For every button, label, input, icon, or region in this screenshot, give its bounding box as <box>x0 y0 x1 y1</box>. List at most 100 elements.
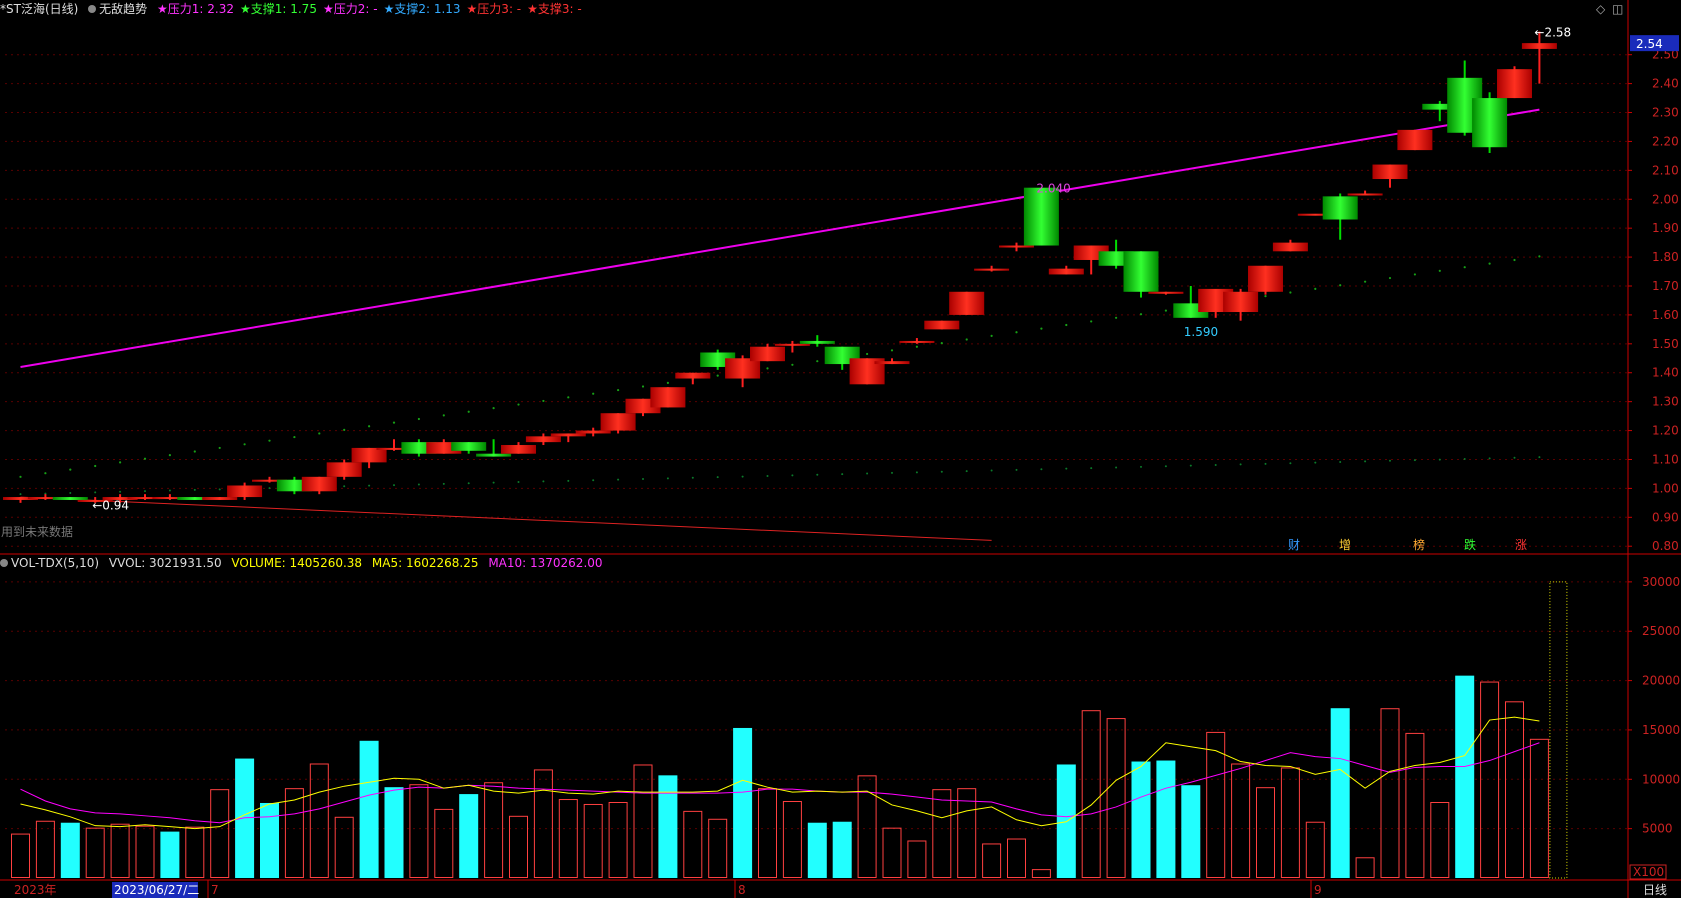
candle-down <box>1422 103 1458 110</box>
volume-indicator-name[interactable]: VOL-TDX(5,10) <box>11 556 100 570</box>
volume-bar-up <box>509 815 528 879</box>
support-dot <box>144 490 146 493</box>
channel-dot <box>293 435 296 439</box>
support-dot <box>567 479 570 482</box>
stock-name[interactable]: *ST泛海 <box>0 2 45 16</box>
channel-dot <box>592 392 595 395</box>
support-dot <box>965 470 968 473</box>
price-chart-header: *ST泛海(日线) 无敌趋势 ★压力1: 2.32 ★支撑1: 1.75 ★压力2:… <box>0 0 1620 18</box>
volume-bar-up <box>11 833 30 878</box>
month-label: 8 <box>738 883 746 897</box>
volume-bar-up <box>1355 857 1375 879</box>
volume-bar-down <box>359 740 379 878</box>
channel-dot <box>268 439 271 442</box>
support-dot <box>1413 459 1416 462</box>
volume-bar-up <box>932 789 952 879</box>
support-dot <box>1214 464 1217 467</box>
candle-down <box>1123 251 1159 292</box>
volume-bar-up <box>758 788 777 878</box>
channel-dot <box>19 475 22 478</box>
volume-bar-up <box>558 799 578 879</box>
volume-bar-up <box>185 826 205 878</box>
indicator-name[interactable]: 无敌趋势 <box>99 2 148 16</box>
price-tick-label: 1.70 <box>1652 279 1679 293</box>
restore-window-icon[interactable]: ◫ <box>1612 2 1624 16</box>
support-dot <box>1065 467 1068 470</box>
support-dot <box>1314 461 1317 464</box>
period-button: 日线 <box>1643 883 1667 897</box>
channel-dot <box>890 349 894 352</box>
channel-dot <box>1364 280 1367 283</box>
channel-dot <box>1438 269 1441 272</box>
volume-bar-up <box>907 840 927 878</box>
support-dot <box>617 478 620 481</box>
candle-up <box>252 479 287 482</box>
support-dot <box>1115 466 1118 469</box>
volume-bar-up <box>1529 738 1549 878</box>
candle-down <box>52 497 88 500</box>
volume-bar-down <box>807 822 827 878</box>
indicator-item: ★压力2: - <box>322 2 378 16</box>
channel-dot <box>1314 287 1317 290</box>
channel-dot <box>641 385 645 388</box>
price-tick-label: 2.00 <box>1652 192 1679 206</box>
candle-up <box>376 447 412 450</box>
channel-dot <box>1513 258 1516 262</box>
channel-dot <box>44 472 47 475</box>
volume-bar-up <box>1007 838 1026 878</box>
support-dot <box>193 488 196 491</box>
volume-bar-down <box>1455 675 1475 878</box>
price-tick-label: 1.60 <box>1652 308 1679 322</box>
price-tick-label: 1.90 <box>1652 221 1679 235</box>
volume-bar-up <box>1206 731 1226 878</box>
volume-bar-up <box>1430 801 1450 878</box>
volume-bar-up <box>1305 821 1325 878</box>
support-dot <box>1389 459 1391 462</box>
support-dot <box>1339 460 1342 463</box>
support-dot <box>517 481 520 484</box>
price-tick-label: 1.30 <box>1652 395 1679 409</box>
candle-up <box>550 433 586 437</box>
volume-bar-up <box>284 788 304 878</box>
channel-dot <box>417 417 420 421</box>
volume-bar-up <box>1480 681 1500 878</box>
current-price-box <box>1630 35 1679 52</box>
volume-bar-up <box>957 788 977 878</box>
diamond-icon[interactable]: ◇ <box>1596 2 1606 16</box>
support-dot <box>716 476 719 479</box>
price-tick-label: 1.50 <box>1652 337 1679 351</box>
candle-up <box>102 497 138 500</box>
price-tick-label: 2.40 <box>1652 77 1679 91</box>
volume-bar-down <box>1181 785 1201 878</box>
volume-bar-up <box>857 775 877 878</box>
indicator-item: ★压力3: - <box>466 2 522 16</box>
price-chart[interactable] <box>3 31 1557 541</box>
support-dot <box>69 491 72 494</box>
candle-down <box>1322 196 1358 220</box>
support-dot <box>343 485 346 488</box>
volume-bar-down <box>1131 761 1151 878</box>
future-data-note: 用到未来数据 <box>1 524 73 539</box>
channel-dot <box>318 432 321 435</box>
volume-bar-up <box>1505 701 1524 879</box>
candle-up <box>1248 265 1283 292</box>
volume-bar-up <box>110 823 130 878</box>
candle-up <box>1397 129 1433 151</box>
volume-chart[interactable] <box>11 581 1568 879</box>
support-dot <box>791 474 794 477</box>
volume-bar-down <box>260 802 279 878</box>
support-dot <box>1438 458 1441 461</box>
support-line <box>20 496 992 541</box>
indicator-item: ★支撑2: 1.13 <box>383 2 461 16</box>
channel-dot <box>617 388 620 392</box>
channel-dot <box>467 410 470 413</box>
volume-tick-label: 20000 <box>1642 674 1680 688</box>
support-dot <box>417 483 420 486</box>
support-dot <box>1264 462 1267 465</box>
channel-dot <box>791 363 794 366</box>
volume-bar-up <box>1231 763 1251 878</box>
support-dot <box>19 493 22 496</box>
volume-forecast-box <box>1549 581 1568 879</box>
indicator-dot-icon <box>88 5 97 13</box>
